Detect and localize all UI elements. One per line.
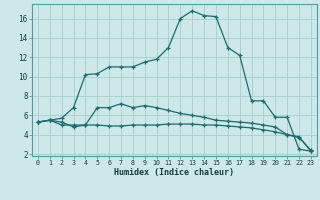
X-axis label: Humidex (Indice chaleur): Humidex (Indice chaleur) (115, 168, 234, 177)
